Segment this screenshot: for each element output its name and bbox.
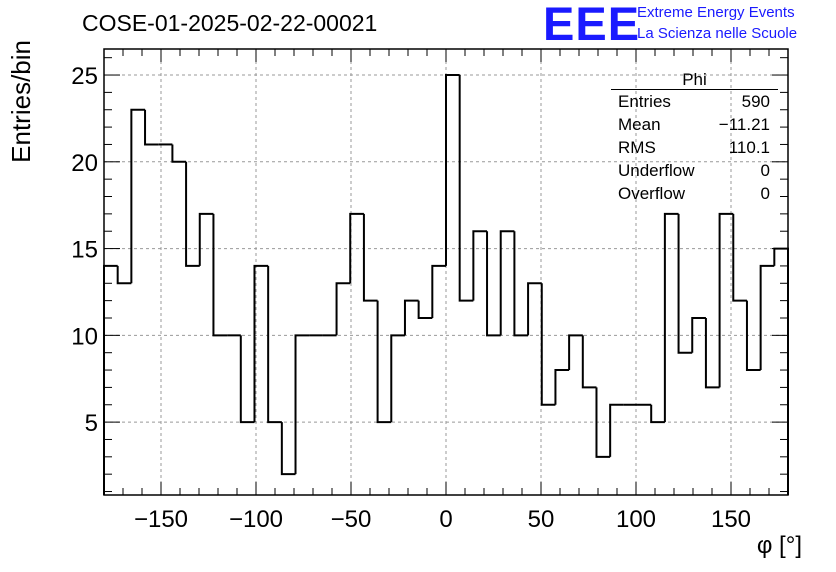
histogram-bin [704,317,720,389]
stats-value: 0 [760,161,770,180]
stats-label: Overflow [618,184,686,203]
histogram-bin [759,264,775,371]
histogram-bin [677,213,693,354]
logo-line-2: La Scienza nelle Scuole [637,25,798,42]
logo-line-1: Extreme Energy Events [637,4,795,21]
stats-row-underflow: Underflow 0 [611,159,778,182]
histogram-bars [103,74,789,495]
x-axis-label: φ [°] [756,532,802,559]
histogram-bin [171,144,187,163]
stats-value: −11.21 [718,115,770,134]
histogram-bin [431,264,446,318]
histogram-bin [417,300,433,319]
histogram-bin [116,265,132,285]
histogram-bin [253,264,269,423]
stats-label: Entries [618,92,671,111]
histogram-bin [294,334,310,475]
stats-value: 0 [760,184,770,203]
histogram-bin [239,335,255,424]
histogram-bin [499,230,515,336]
histogram-bin [527,282,542,336]
histogram-bin [280,422,296,476]
histogram-bin [663,212,679,423]
histogram-bin [144,109,159,146]
histogram-bin [513,231,529,337]
histogram-bin [554,369,570,405]
stats-row-mean: Mean −11.21 [611,113,778,136]
histogram-bin [362,213,378,302]
stats-row-rms: RMS 110.1 [611,136,778,159]
x-tick-label: 100 [616,506,656,533]
eee-logo-mark: EEE [543,0,641,50]
stats-value: 590 [741,92,770,111]
x-tick-label: −100 [229,506,283,533]
x-tick-label: −50 [331,506,372,533]
y-tick-label: 5 [85,410,98,437]
histogram-bin [609,403,624,457]
histogram-bin [185,161,200,267]
y-tick-label: 20 [71,150,98,177]
histogram-bin [718,212,734,388]
stats-label: Mean [618,115,661,134]
histogram-bin [349,212,364,284]
histogram-bin [130,108,146,284]
x-tick-label: 150 [711,506,751,533]
histogram-bin [445,74,460,266]
histogram-bin [568,334,583,371]
histogram-bin [198,212,214,266]
stats-label: Underflow [618,161,695,180]
histogram-bin [212,213,228,337]
chart-title: COSE-01-2025-02-22-00021 [82,10,378,36]
histogram-bin [540,283,556,406]
histogram-bin [390,334,405,423]
stats-box: Phi Entries 590 Mean −11.21 RMS 110.1 Under… [611,71,778,205]
histogram-bin [458,75,474,302]
histogram-bin [403,299,419,336]
histogram-bin [595,387,611,458]
histogram-bin [335,282,351,336]
histogram-bin [376,300,392,424]
histogram-bin [267,265,282,424]
x-tick-label: −150 [134,506,188,533]
histogram-bin [472,230,488,301]
histogram-bin [581,335,597,389]
x-tick-label: 50 [528,506,555,533]
stats-label: RMS [618,138,656,157]
y-tick-label: 25 [71,63,98,90]
axis-tick-labels: −150 −100 −50 0 50 100 150 5 10 15 20 25 [71,63,751,533]
histogram-bin [650,404,665,424]
y-tick-label: 10 [71,323,98,350]
histogram-bin [486,231,501,337]
histogram-bin [773,247,789,495]
stats-row-entries: Entries 590 [611,90,778,113]
axis-ticks [104,49,788,495]
stats-box-title: Phi [611,71,778,90]
histogram-bin [691,316,706,353]
histogram-bin [732,213,747,302]
histogram-bin [745,300,761,372]
x-tick-label: 0 [439,506,452,533]
y-tick-label: 15 [71,237,98,264]
stats-row-overflow: Overflow 0 [611,182,778,205]
stats-value: 110.1 [728,138,770,157]
